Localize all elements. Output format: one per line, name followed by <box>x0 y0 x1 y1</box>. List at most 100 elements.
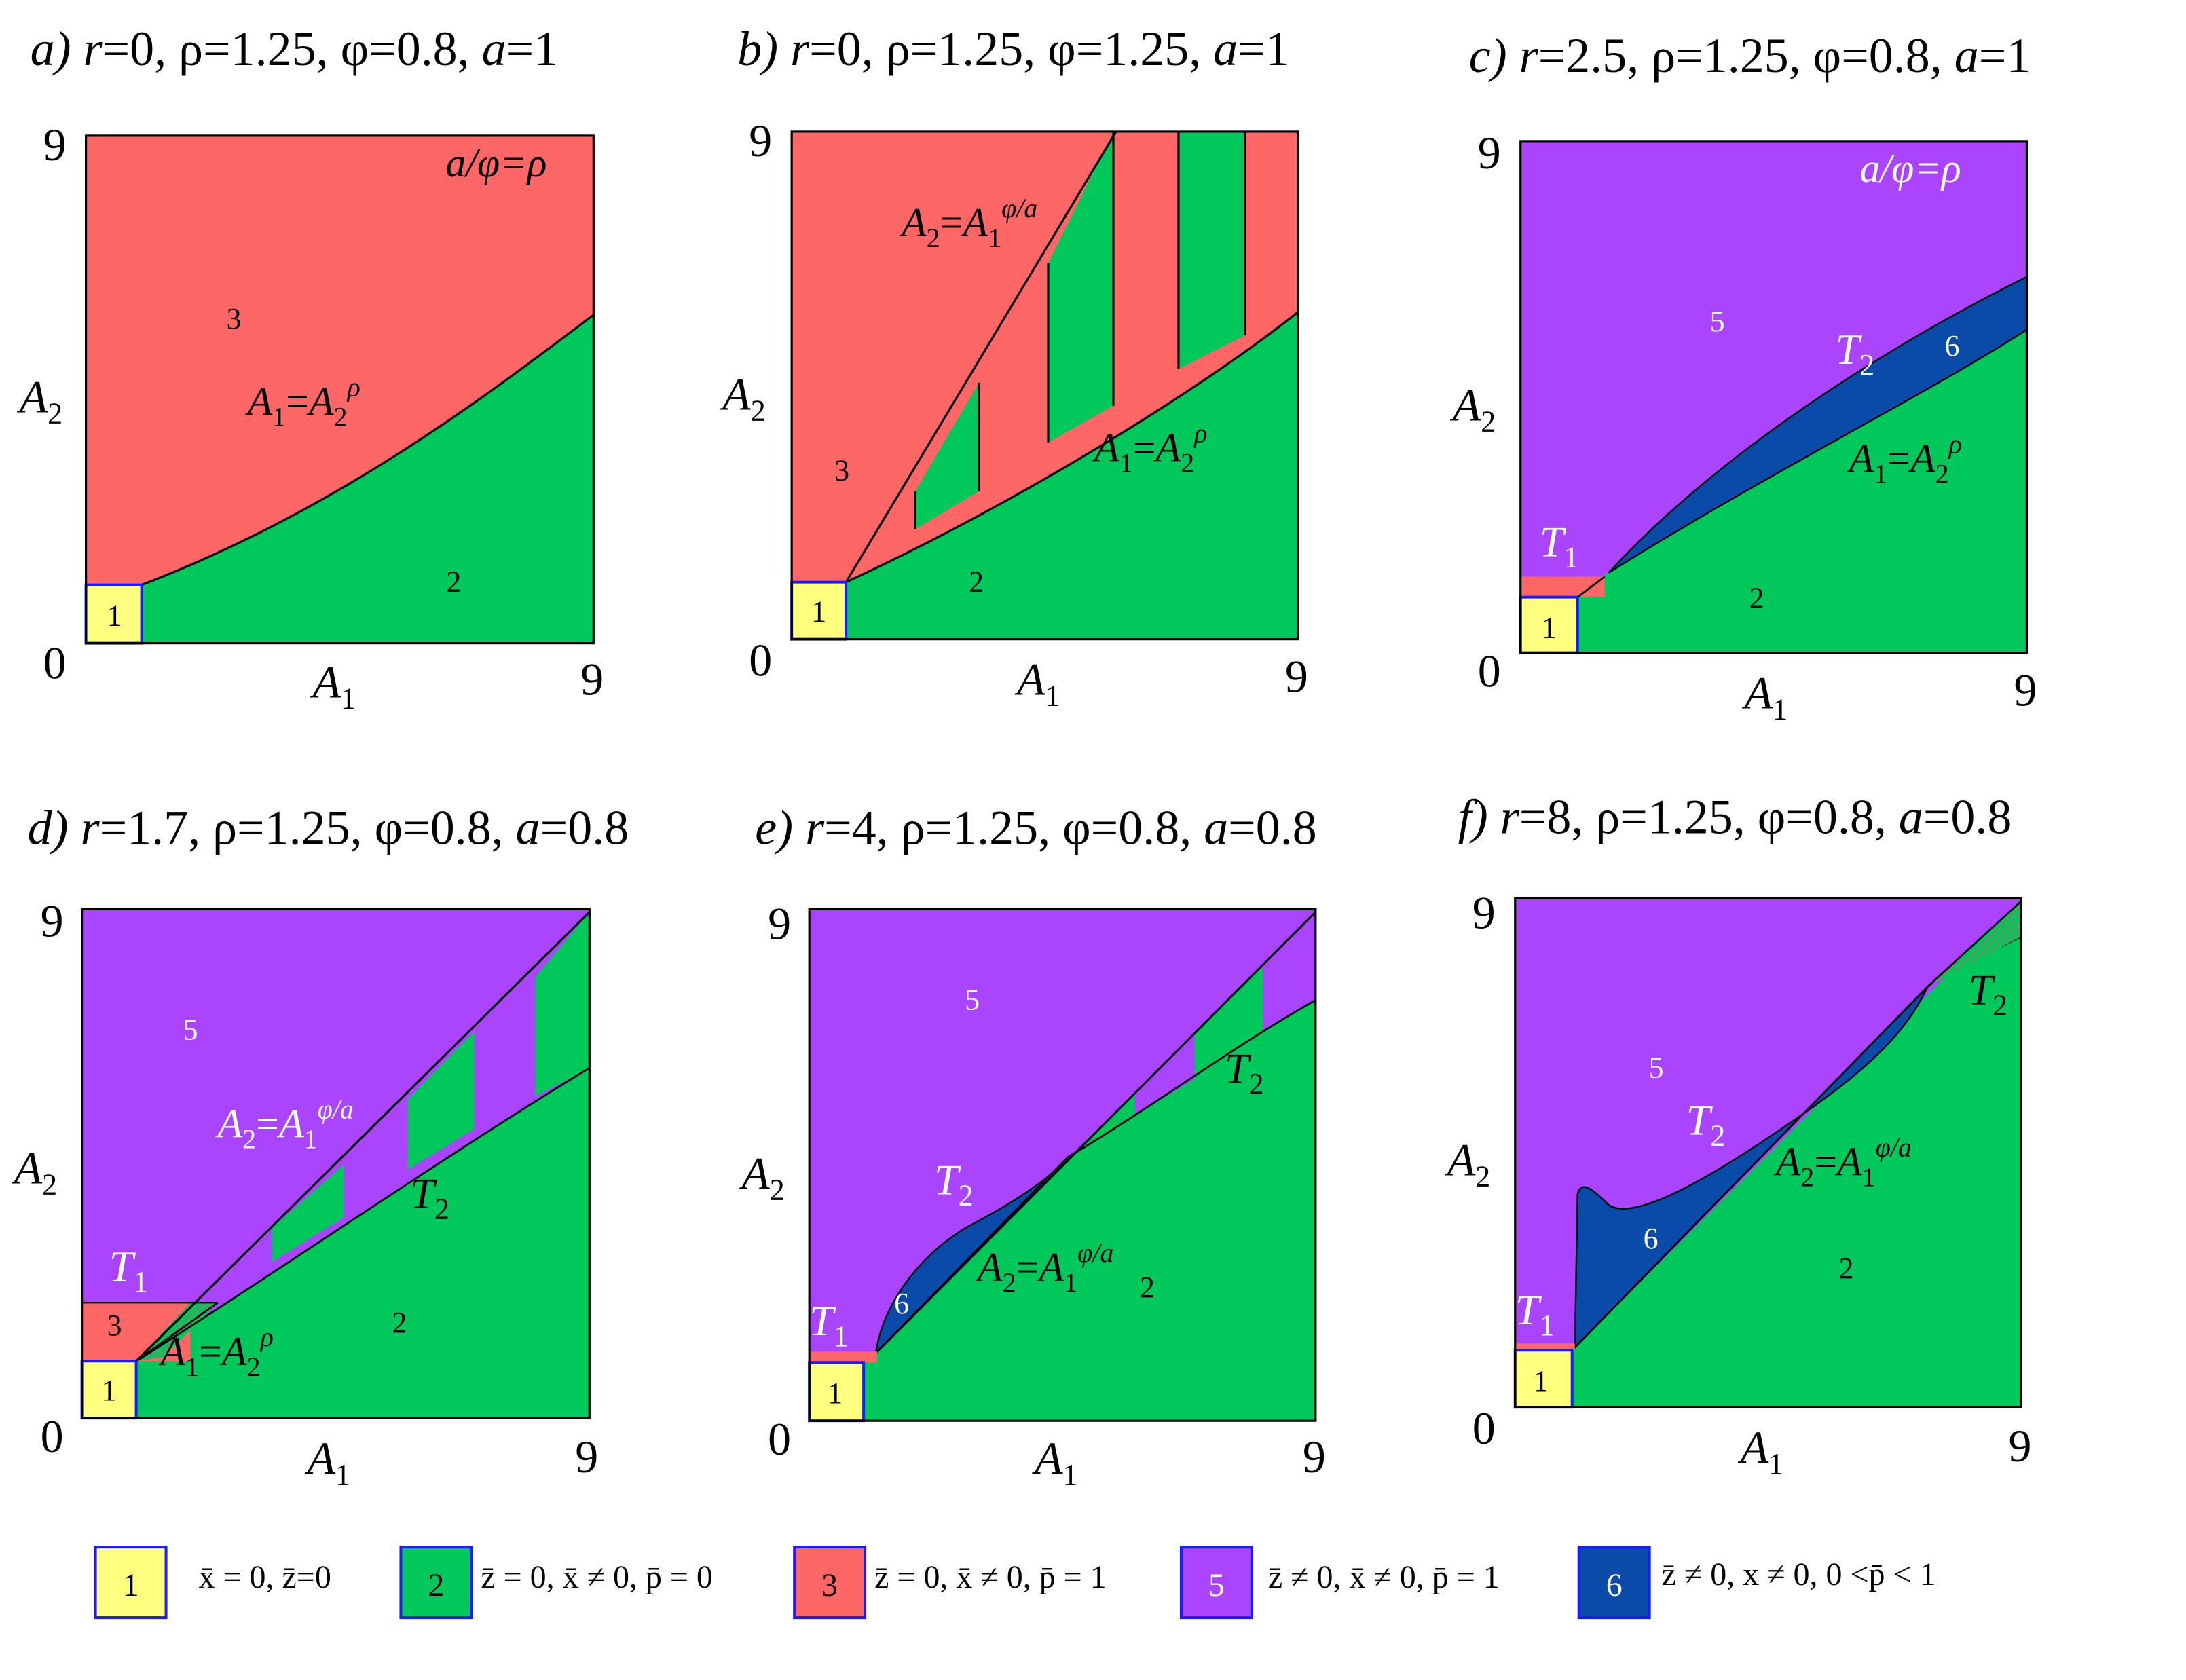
region-label: 3 <box>107 1309 122 1342</box>
legend-number: 3 <box>821 1567 838 1603</box>
legend-text: x̄ = 0, z̄=0 <box>199 1559 331 1595</box>
region-1-cell <box>1513 1349 1574 1409</box>
panel-e: e) r=4, ρ=1.25, φ=0.8, a=0.8 1 2 5 6 T2 … <box>739 800 1326 1491</box>
y-axis-label: A2 <box>720 369 766 428</box>
curve-label-a2-a1phi: A2=A1φ/a <box>215 1094 354 1154</box>
x-axis-label: A1 <box>1014 654 1060 713</box>
x-axis-label: A1 <box>1742 667 1788 726</box>
y-axis-max: 9 <box>43 119 67 170</box>
legend-swatch <box>793 1546 867 1620</box>
axis-origin: 0 <box>749 635 772 686</box>
region-label: 2 <box>1749 582 1764 615</box>
legend-swatch <box>1179 1546 1253 1620</box>
region-label: 3 <box>227 302 242 335</box>
region-label: 2 <box>969 565 984 599</box>
region-1-cell <box>84 583 143 645</box>
curve-label-t2: T2 <box>1225 1044 1264 1100</box>
curve-label-t1: T1 <box>1540 518 1579 574</box>
y-axis-label: A2 <box>1450 379 1496 438</box>
x-axis-max: 9 <box>2014 665 2037 716</box>
curve-label-t1: T1 <box>809 1296 849 1353</box>
region-1-cell <box>1519 595 1579 654</box>
legend-number: 5 <box>1208 1567 1225 1603</box>
legend-swatch <box>1577 1546 1651 1620</box>
y-axis-max: 9 <box>768 897 791 949</box>
legend: 1 x̄ = 0, z̄=0 2 z̄ = 0, x̄ ≠ 0, p̄ = 0 … <box>94 1546 1936 1620</box>
legend-text: z̄ ≠ 0, x̄ ≠ 0, p̄ = 1 <box>1268 1559 1500 1595</box>
panel-b: b) r=0, ρ=1.25, φ=1.25, a=1 1 3 2 A2=A1φ… <box>720 22 1308 713</box>
y-axis-max: 9 <box>1478 127 1501 179</box>
region-label: 1 <box>1534 1364 1549 1398</box>
curve-label-a1-a2rho: A1=A2ρ <box>245 372 360 432</box>
curve-label-t2: T2 <box>934 1155 974 1212</box>
panel-d-plot <box>80 908 591 1420</box>
curve-label-a1-a2rho: A1=A2ρ <box>1092 418 1207 479</box>
panel-d-title: d) r=1.7, ρ=1.25, φ=0.8, a=0.8 <box>28 800 629 855</box>
region-label: 1 <box>1542 612 1557 645</box>
ratio-annotation: a/φ=ρ <box>1860 146 1961 191</box>
y-axis-label: A2 <box>739 1147 785 1206</box>
region-label: 2 <box>1839 1252 1854 1285</box>
legend-item-6: 6 z̄ ≠ 0, x ≠ 0, 0 <p̄ < 1 <box>1577 1546 1936 1620</box>
x-axis-max: 9 <box>1285 651 1308 703</box>
axis-origin: 0 <box>43 637 67 689</box>
region-1-cell <box>790 580 848 641</box>
x-axis-label: A1 <box>1738 1421 1784 1480</box>
panel-b-title: b) r=0, ρ=1.25, φ=1.25, a=1 <box>737 22 1290 76</box>
region-label: 6 <box>1944 329 1959 362</box>
legend-item-3: 3 z̄ = 0, x̄ ≠ 0, p̄ = 1 <box>793 1546 1107 1620</box>
y-axis-max: 9 <box>1472 886 1496 938</box>
panel-a: a) r=0, ρ=1.25, φ=0.8, a=1 1 3 2 a/φ=ρ A… <box>17 22 604 715</box>
curve-label-t2: T2 <box>1836 325 1875 381</box>
x-axis-max: 9 <box>575 1431 598 1482</box>
curve-label-a2-a1phi: A2=A1φ/a <box>899 193 1037 253</box>
region-label: 2 <box>446 565 461 599</box>
axis-origin: 0 <box>1478 646 1501 697</box>
curve-label-t1: T1 <box>1515 1286 1555 1342</box>
curve-label-t1: T1 <box>109 1242 149 1299</box>
curve-label-t2: T2 <box>1968 965 2007 1022</box>
panel-f-title: f) r=8, ρ=1.25, φ=0.8, a=0.8 <box>1458 790 2012 844</box>
region-label: 1 <box>811 595 826 629</box>
region-label: 2 <box>392 1306 407 1339</box>
legend-item-2: 2 z̄ = 0, x̄ ≠ 0, p̄ = 0 <box>399 1546 713 1620</box>
region-label: 5 <box>1710 305 1725 338</box>
region-label: 5 <box>1649 1051 1664 1084</box>
legend-swatch <box>94 1546 168 1620</box>
panel-f: f) r=8, ρ=1.25, φ=0.8, a=0.8 1 2 5 6 T2 … <box>1445 790 2032 1481</box>
panel-e-title: e) r=4, ρ=1.25, φ=0.8, a=0.8 <box>755 800 1317 855</box>
y-axis-label: A2 <box>17 371 63 430</box>
ratio-annotation: a/φ=ρ <box>445 141 546 185</box>
legend-text: z̄ = 0, x̄ ≠ 0, p̄ = 1 <box>874 1559 1107 1595</box>
panel-b-plot <box>790 130 1299 641</box>
region-label: 2 <box>1140 1271 1155 1304</box>
legend-item-5: 5 z̄ ≠ 0, x̄ ≠ 0, p̄ = 1 <box>1179 1546 1500 1620</box>
curve-label-a1-a2rho: A1=A2ρ <box>1847 429 1962 489</box>
curve-label-a1-a2rho: A1=A2ρ <box>158 1322 274 1382</box>
panel-a-title: a) r=0, ρ=1.25, φ=0.8, a=1 <box>31 22 559 76</box>
region-label: 1 <box>107 599 122 633</box>
region-label: 1 <box>102 1374 117 1407</box>
region-label: 6 <box>894 1287 909 1320</box>
curve-label-a2-a1phi: A2=A1φ/a <box>1773 1132 1912 1192</box>
axis-origin: 0 <box>41 1411 64 1462</box>
x-axis-label: A1 <box>1032 1432 1078 1491</box>
curve-label-t2: T2 <box>410 1169 449 1225</box>
region-label: 1 <box>828 1377 842 1410</box>
legend-number: 1 <box>123 1567 139 1603</box>
y-axis-max: 9 <box>41 895 64 946</box>
curve-label-t2: T2 <box>1686 1096 1726 1152</box>
panel-c: c) r=2.5, ρ=1.25, φ=0.8, a=1 1 2 5 6 a/φ… <box>1450 29 2037 726</box>
x-axis-label: A1 <box>310 656 356 715</box>
y-axis-label: A2 <box>12 1142 58 1201</box>
x-axis-max: 9 <box>580 654 604 705</box>
curve-label-a2-a1phi: A2=A1φ/a <box>975 1237 1113 1298</box>
legend-text: z̄ ≠ 0, x ≠ 0, 0 <p̄ < 1 <box>1662 1556 1936 1592</box>
legend-item-1: 1 x̄ = 0, z̄=0 <box>94 1546 331 1620</box>
panel-a-plot <box>84 134 595 645</box>
axis-origin: 0 <box>768 1413 791 1465</box>
panel-e-plot <box>808 908 1317 1423</box>
x-axis-max: 9 <box>2008 1420 2031 1472</box>
